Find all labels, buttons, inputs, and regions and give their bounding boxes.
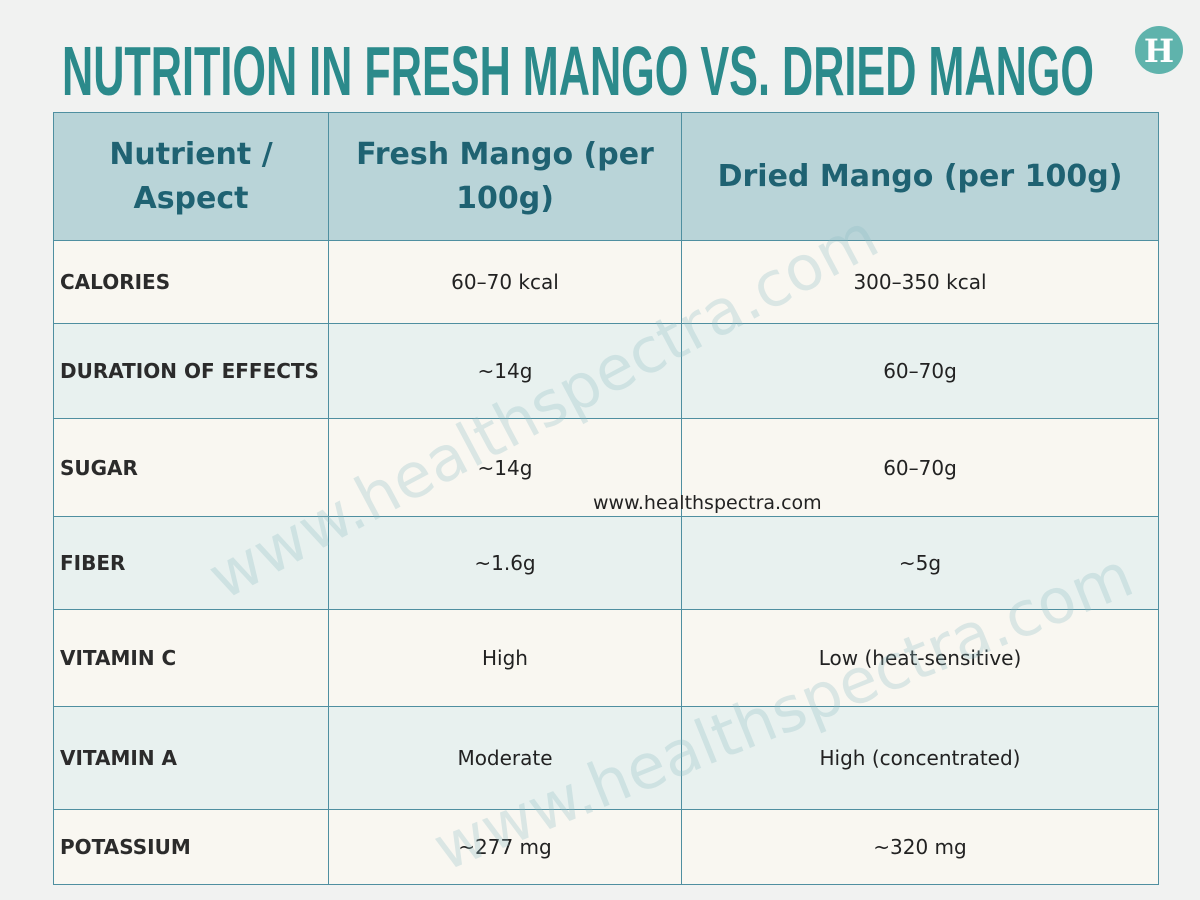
cell: ~14g [328,418,682,517]
row-label: DURATION OF EFFECTS [53,323,329,419]
table-row: VITAMIN C High Low (heat-sensitive) [53,609,1159,707]
column-header: Nutrient / Aspect [53,112,329,241]
table-row: DURATION OF EFFECTS ~14g 60–70g [53,323,1159,419]
cell: High [328,609,682,707]
cell: High (concentrated) [681,706,1159,810]
watermark: www.healthspectra.com [593,492,822,514]
header: NUTRITION IN FRESH MANGO VS. DRIED MANGO… [62,26,1183,110]
cell: ~5g [681,516,1159,610]
row-label: FIBER [53,516,329,610]
cell: 60–70 kcal [328,240,682,324]
cell: 60–70g [681,418,1159,517]
table-row: VITAMIN A Moderate High (concentrated) [53,706,1159,810]
row-label: SUGAR [53,418,329,517]
cell: Moderate [328,706,682,810]
title: NUTRITION IN FRESH MANGO VS. DRIED MANGO [62,32,1094,110]
cell: 60–70g [681,323,1159,419]
table-row: POTASSIUM ~277 mg ~320 mg [53,809,1159,885]
cell: Low (heat-sensitive) [681,609,1159,707]
cell: ~320 mg [681,809,1159,885]
table-body: CALORIES 60–70 kcal 300–350 kcal DURATION O… [53,240,1159,885]
row-label: POTASSIUM [53,809,329,885]
cell: ~277 mg [328,809,682,885]
cell: 300–350 kcal [681,240,1159,324]
cell: ~14g [328,323,682,419]
column-header: Dried Mango (per 100g) [681,112,1159,241]
row-label: CALORIES [53,240,329,324]
row-label: VITAMIN A [53,706,329,810]
header-row: Nutrient / Aspect Fresh Mango (per 100g) D… [53,112,1159,241]
column-header: Fresh Mango (per 100g) [328,112,682,241]
table-row: FIBER ~1.6g ~5g [53,516,1159,610]
cell: ~1.6g [328,516,682,610]
row-label: VITAMIN C [53,609,329,707]
table-row: SUGAR ~14g 60–70g [53,418,1159,517]
table: Nutrient / Aspect Fresh Mango (per 100g) D… [53,112,1159,885]
logo-circle [1135,26,1183,74]
table-row: CALORIES 60–70 kcal 300–350 kcal [53,240,1159,324]
logo: H [1144,32,1174,70]
